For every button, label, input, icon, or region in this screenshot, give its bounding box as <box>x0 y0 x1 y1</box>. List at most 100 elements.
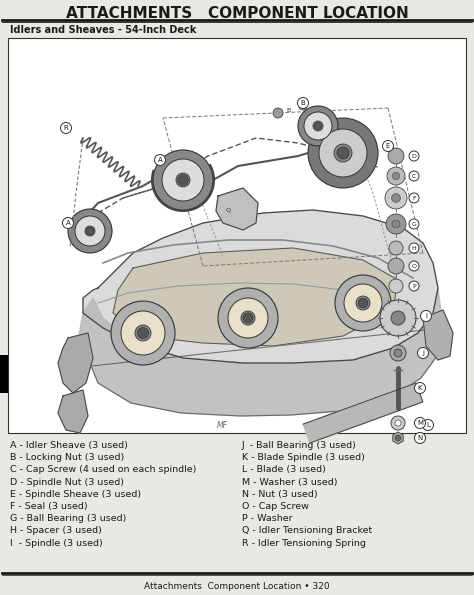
Circle shape <box>409 261 419 271</box>
Circle shape <box>388 148 404 164</box>
Text: J: J <box>422 350 424 356</box>
Circle shape <box>178 175 188 185</box>
Text: C: C <box>412 174 416 178</box>
Text: R - Idler Tensioning Spring: R - Idler Tensioning Spring <box>242 538 366 547</box>
Circle shape <box>61 123 72 133</box>
Circle shape <box>358 298 368 308</box>
Bar <box>8 38 466 433</box>
Text: O - Cap Screw: O - Cap Screw <box>242 502 309 511</box>
Text: P - Washer: P - Washer <box>242 514 292 523</box>
Circle shape <box>344 284 382 322</box>
Polygon shape <box>113 248 398 346</box>
Circle shape <box>383 140 393 152</box>
Circle shape <box>409 219 419 229</box>
Circle shape <box>63 218 73 228</box>
Circle shape <box>409 171 419 181</box>
Text: B: B <box>286 108 290 114</box>
Circle shape <box>162 159 204 201</box>
Text: B: B <box>301 100 305 106</box>
Text: ATTACHMENTS   COMPONENT LOCATION: ATTACHMENTS COMPONENT LOCATION <box>65 5 409 20</box>
Polygon shape <box>216 188 258 230</box>
Circle shape <box>121 311 165 355</box>
Circle shape <box>409 193 419 203</box>
Circle shape <box>391 416 405 430</box>
Text: J  - Ball Bearing (3 used): J - Ball Bearing (3 used) <box>242 441 357 450</box>
Text: L - Blade (3 used): L - Blade (3 used) <box>242 465 326 474</box>
Circle shape <box>385 187 407 209</box>
Text: Attachments  Component Location • 320: Attachments Component Location • 320 <box>144 582 330 591</box>
Polygon shape <box>58 390 88 433</box>
Circle shape <box>388 258 404 274</box>
Text: G - Ball Bearing (3 used): G - Ball Bearing (3 used) <box>10 514 127 523</box>
Circle shape <box>176 173 190 187</box>
Circle shape <box>356 296 370 310</box>
Circle shape <box>153 150 213 210</box>
Circle shape <box>315 123 321 130</box>
Text: Q - Idler Tensioning Bracket: Q - Idler Tensioning Bracket <box>242 527 372 536</box>
Text: MF: MF <box>217 421 228 430</box>
Circle shape <box>390 345 406 361</box>
Circle shape <box>243 313 253 323</box>
Circle shape <box>137 327 148 339</box>
Polygon shape <box>303 383 423 443</box>
Circle shape <box>409 243 419 253</box>
Circle shape <box>304 112 332 140</box>
Text: F: F <box>412 196 416 201</box>
Circle shape <box>75 216 105 246</box>
Circle shape <box>391 311 405 325</box>
Text: A: A <box>65 220 70 226</box>
Circle shape <box>409 281 419 291</box>
Text: I  - Spindle (3 used): I - Spindle (3 used) <box>10 538 103 547</box>
Text: E: E <box>386 143 390 149</box>
Bar <box>0 355 8 393</box>
Circle shape <box>313 121 323 131</box>
Text: H - Spacer (3 used): H - Spacer (3 used) <box>10 527 102 536</box>
Text: Q: Q <box>226 208 230 212</box>
Text: M - Washer (3 used): M - Washer (3 used) <box>242 478 337 487</box>
Text: C - Cap Screw (4 used on each spindle): C - Cap Screw (4 used on each spindle) <box>10 465 196 474</box>
Text: B - Locking Nut (3 used): B - Locking Nut (3 used) <box>10 453 124 462</box>
Circle shape <box>414 433 426 443</box>
Polygon shape <box>423 310 453 360</box>
Circle shape <box>241 311 255 325</box>
Circle shape <box>389 279 403 293</box>
Circle shape <box>68 209 112 253</box>
Circle shape <box>337 147 349 159</box>
Text: D: D <box>411 154 417 158</box>
Circle shape <box>135 325 151 341</box>
Circle shape <box>308 118 378 188</box>
Circle shape <box>218 288 278 348</box>
Circle shape <box>395 420 401 426</box>
Circle shape <box>392 220 400 228</box>
Circle shape <box>392 193 401 202</box>
Text: I: I <box>425 313 427 319</box>
Circle shape <box>414 383 426 393</box>
Circle shape <box>111 301 175 365</box>
Circle shape <box>335 275 391 331</box>
Circle shape <box>319 129 367 177</box>
Circle shape <box>420 311 431 321</box>
Text: K: K <box>418 385 422 391</box>
Circle shape <box>298 106 338 146</box>
Text: A - Idler Sheave (3 used): A - Idler Sheave (3 used) <box>10 441 128 450</box>
Circle shape <box>414 418 426 428</box>
Circle shape <box>334 144 352 162</box>
Text: N - Nut (3 used): N - Nut (3 used) <box>242 490 318 499</box>
Circle shape <box>298 98 309 108</box>
Text: O: O <box>411 264 417 268</box>
Circle shape <box>228 298 268 338</box>
Circle shape <box>387 167 405 185</box>
Circle shape <box>395 435 401 441</box>
Circle shape <box>394 349 402 357</box>
Text: H: H <box>411 246 416 250</box>
Circle shape <box>155 155 165 165</box>
Circle shape <box>386 214 406 234</box>
Circle shape <box>299 102 307 110</box>
Text: Idlers and Sheaves - 54-Inch Deck: Idlers and Sheaves - 54-Inch Deck <box>10 25 196 35</box>
Circle shape <box>86 227 94 235</box>
Polygon shape <box>83 210 438 363</box>
Circle shape <box>389 241 403 255</box>
Text: K - Blade Spindle (3 used): K - Blade Spindle (3 used) <box>242 453 365 462</box>
Text: M: M <box>417 420 423 426</box>
Polygon shape <box>73 288 443 416</box>
